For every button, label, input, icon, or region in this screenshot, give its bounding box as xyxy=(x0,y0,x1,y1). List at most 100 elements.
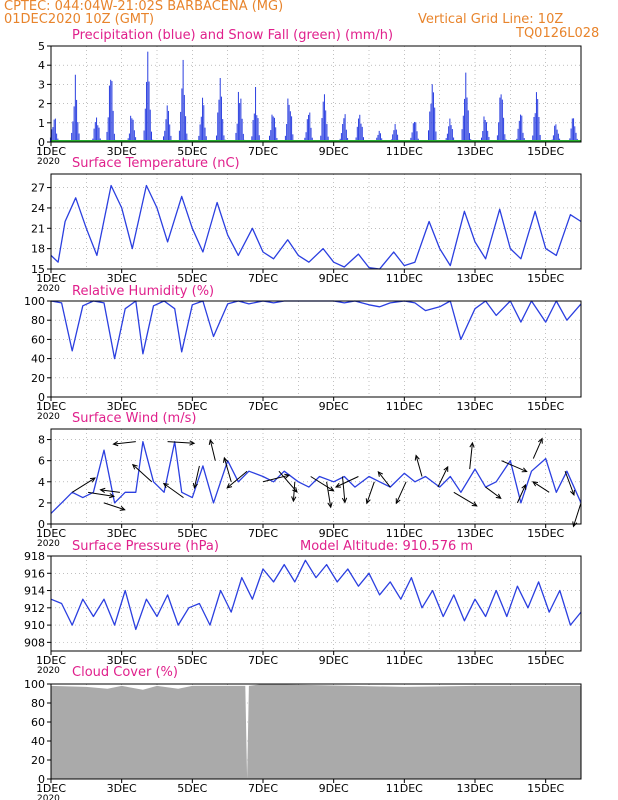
wind-arrow-head xyxy=(99,487,106,493)
wind-arrow-shaft xyxy=(132,464,153,483)
wind-arrow-head xyxy=(395,498,401,505)
precip-bar xyxy=(322,101,324,142)
wind-arrow-head xyxy=(328,486,335,492)
precip-bar xyxy=(465,72,467,142)
wind-arrow-head xyxy=(192,482,198,489)
wind-arrow-head xyxy=(469,441,475,448)
precip-bar xyxy=(270,130,272,142)
x-tick-label: 1DEC xyxy=(36,527,66,540)
wind-arrow-shaft xyxy=(532,438,543,459)
wind-arrow-head xyxy=(189,440,196,446)
precip-bar xyxy=(430,103,432,142)
panel-frame xyxy=(50,173,582,270)
precip-bar xyxy=(554,125,556,142)
x-year-label: 2020 xyxy=(37,794,60,800)
precip-bar xyxy=(340,133,342,142)
series-line xyxy=(50,559,582,631)
precip-bar xyxy=(271,114,273,142)
y-tick-label: 6 xyxy=(38,455,45,468)
precip-bar xyxy=(538,117,540,142)
precip-bar xyxy=(345,129,347,142)
precip-bar xyxy=(276,137,278,142)
precip-bar xyxy=(344,114,346,142)
precip-bar xyxy=(552,135,554,142)
wind-arrow-shaft xyxy=(377,471,391,488)
wind-arrow-head xyxy=(327,502,333,509)
x-tick-label: 13DEC xyxy=(456,145,493,158)
precip-bar xyxy=(220,96,222,142)
header-station: CPTEC: 044:04W-21:02S BARBACENA (MG) xyxy=(4,0,284,14)
y-tick-label: 18 xyxy=(31,243,45,256)
precip-bar xyxy=(286,124,288,142)
pressure-title: Surface Pressure (hPa) xyxy=(72,539,219,554)
panel-frame xyxy=(50,555,582,652)
precip-bar xyxy=(451,129,453,142)
x-tick-label: 7DEC xyxy=(248,782,278,795)
precip-bar xyxy=(132,119,134,142)
y-tick-label: 2 xyxy=(38,98,45,111)
precip-bar xyxy=(106,131,108,142)
wind-arrow-shaft xyxy=(88,491,115,497)
precip-bar xyxy=(358,118,360,142)
precip-bar xyxy=(94,122,96,142)
wind-arrow-head xyxy=(162,482,169,489)
x-tick-label: 13DEC xyxy=(456,400,493,413)
precip-bar xyxy=(163,136,165,142)
wind-arrow-head xyxy=(495,493,502,499)
precip-bar xyxy=(411,132,413,142)
precip-bar xyxy=(144,108,146,142)
panel-frame xyxy=(50,428,582,525)
wind-arrow-head xyxy=(334,482,341,488)
temperature-title: Surface Temperature (nC) xyxy=(72,156,240,171)
precip-bar xyxy=(537,99,539,142)
precip-bar xyxy=(534,113,536,142)
precip-bar xyxy=(448,126,450,142)
precip-bar xyxy=(359,114,361,142)
x-year-label: 2020 xyxy=(37,412,60,422)
wind-arrow-head xyxy=(471,501,478,507)
wind-arrow-head xyxy=(414,454,420,461)
y-tick-label: 100 xyxy=(24,678,45,691)
x-tick-label: 1DEC xyxy=(36,272,66,285)
precip-bar xyxy=(107,117,109,142)
wind-arrow-shaft xyxy=(226,470,248,489)
y-tick-label: 60 xyxy=(31,716,45,729)
precip-bar xyxy=(488,136,490,142)
precip-bar xyxy=(186,133,188,142)
precip-bar xyxy=(518,120,520,142)
wind-arrow-head xyxy=(570,489,575,496)
precip-bar xyxy=(147,51,149,142)
y-tick-label: 15 xyxy=(31,263,45,276)
x-tick-label: 9DEC xyxy=(319,145,349,158)
x-tick-label: 11DEC xyxy=(386,145,423,158)
precip-bar xyxy=(292,134,294,142)
precip-bar xyxy=(482,131,484,142)
precip-bar xyxy=(311,137,313,142)
precip-bar xyxy=(446,133,448,142)
y-tick-label: 0 xyxy=(38,518,45,531)
precip-bar xyxy=(392,134,394,142)
y-tick-label: 40 xyxy=(31,353,45,366)
precip-bar xyxy=(169,124,171,142)
precip-bar xyxy=(93,128,95,142)
x-tick-label: 11DEC xyxy=(386,782,423,795)
precip-bar xyxy=(535,92,537,142)
precip-bar xyxy=(416,131,418,142)
precip-bar xyxy=(113,133,115,142)
precip-bar xyxy=(185,116,187,142)
x-tick-label: 5DEC xyxy=(177,782,207,795)
precip-bar xyxy=(180,111,182,142)
precip-bar xyxy=(378,130,380,142)
precip-bar xyxy=(449,118,451,142)
wind-arrow-shaft xyxy=(262,474,290,483)
y-tick-label: 0 xyxy=(38,391,45,404)
precip-bar xyxy=(467,110,469,142)
wind-arrow-shaft xyxy=(469,442,473,470)
wind-arrow-head xyxy=(443,465,449,472)
x-tick-label: 3DEC xyxy=(107,654,137,667)
precip-bar xyxy=(76,99,78,142)
x-tick-label: 13DEC xyxy=(456,654,493,667)
x-tick-label: 1DEC xyxy=(36,400,66,413)
precip-bar xyxy=(356,126,358,142)
